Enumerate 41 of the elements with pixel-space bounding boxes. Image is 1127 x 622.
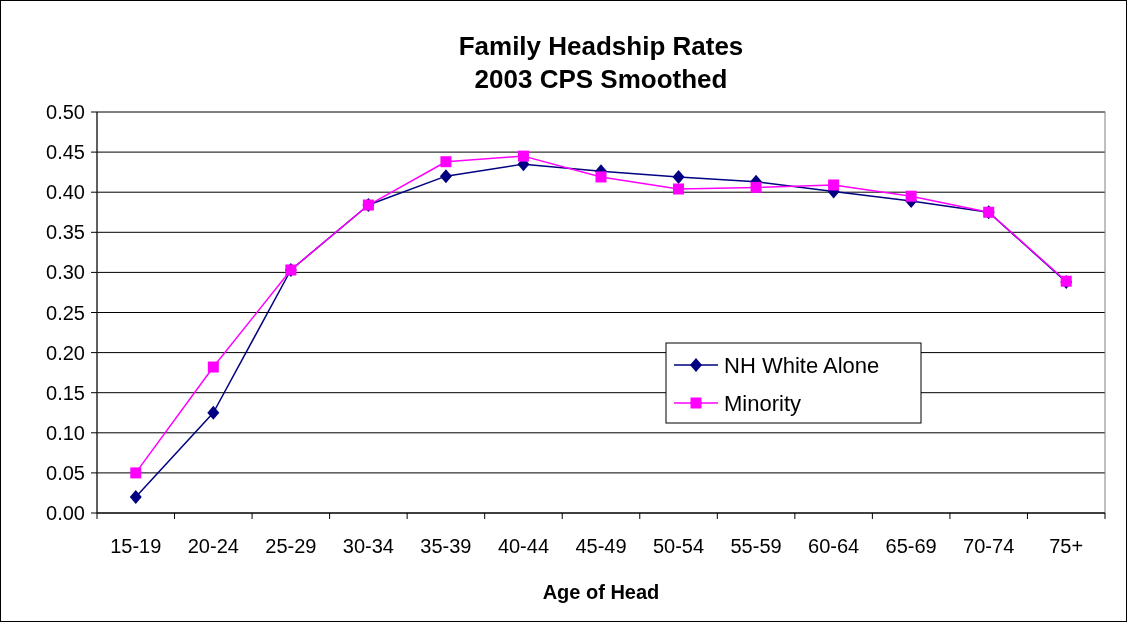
x-tick-label: 60-64 (808, 535, 860, 557)
x-tick-label: 70-74 (963, 535, 1015, 557)
y-tick-label: 0.25 (46, 301, 85, 324)
y-tick-label: 0.05 (46, 461, 85, 484)
x-axis-title: Age of Head (542, 581, 660, 603)
y-tick-label: 0.30 (46, 261, 85, 284)
point (905, 190, 917, 202)
chart-title: Family Headship Rates 2003 CPS Smoothed (458, 31, 744, 94)
x-tick-label: 40-44 (497, 535, 550, 557)
x-tick-label: 35-39 (420, 535, 472, 557)
point (750, 181, 762, 193)
legend-label: Minority (724, 390, 802, 416)
y-tick-label: 0.40 (46, 181, 85, 204)
x-tick-label: 45-49 (575, 535, 627, 557)
point (439, 169, 452, 184)
y-tick-label: 0.20 (46, 341, 85, 364)
legend-label: NH White Alone (724, 352, 880, 378)
y-tick-label: 0.45 (46, 141, 85, 164)
y-tick-label: 0.50 (46, 101, 85, 123)
point (595, 171, 607, 183)
point (130, 467, 142, 479)
y-tick-label: 0.00 (46, 502, 85, 524)
point (440, 156, 452, 168)
x-tick-label: 50-54 (652, 535, 705, 557)
point (672, 169, 685, 184)
x-tick-label: 20-24 (187, 535, 239, 557)
x-tick-label: 75+ (1049, 535, 1084, 557)
x-tick-label: 65-69 (885, 535, 937, 557)
point (207, 405, 220, 420)
point (129, 489, 142, 504)
point (828, 179, 840, 191)
point (673, 183, 685, 195)
x-tick-label: 25-29 (265, 535, 317, 557)
y-tick-label: 0.10 (46, 421, 85, 444)
y-tick-label: 0.35 (46, 221, 85, 244)
y-tick-label: 0.15 (46, 381, 85, 404)
x-tick-label: 30-34 (342, 535, 394, 557)
x-tick-label: 15-19 (110, 535, 162, 557)
point (517, 150, 529, 162)
x-tick-label: 55-59 (730, 535, 782, 557)
point (207, 361, 219, 373)
